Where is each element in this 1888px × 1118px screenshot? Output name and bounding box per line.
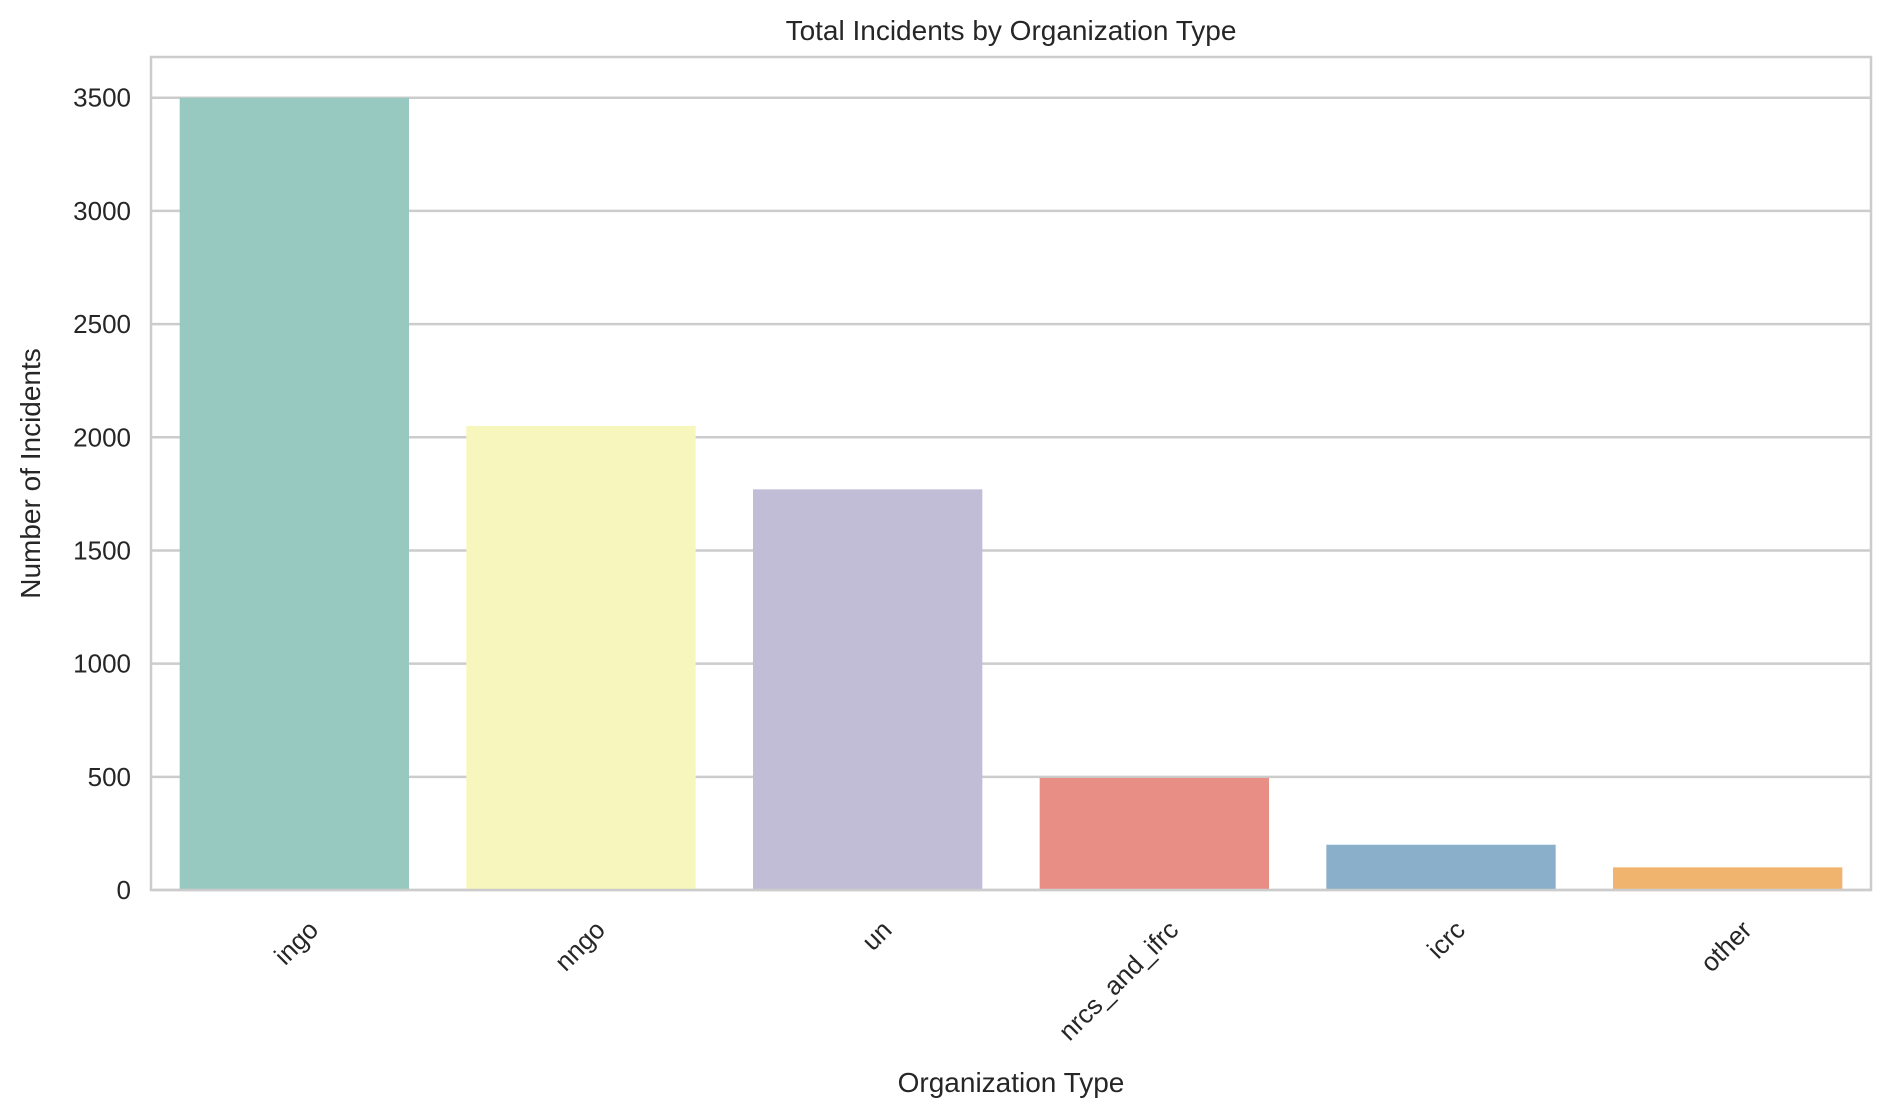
x-tick-label: nrcs_and_ifrc (1053, 915, 1185, 1047)
y-tick-label: 3500 (73, 83, 131, 113)
x-tick-label: icrc (1421, 915, 1471, 965)
y-tick-label: 2500 (73, 309, 131, 339)
x-tick-label: nngo (549, 915, 611, 977)
bars (179, 97, 1843, 890)
y-tick-label: 3000 (73, 196, 131, 226)
y-tick-label: 1000 (73, 649, 131, 679)
y-tick-label: 0 (117, 875, 131, 905)
bar-other (1613, 867, 1843, 890)
plot-frame (149, 55, 1873, 892)
x-tick-label: un (856, 915, 898, 957)
gridlines (151, 96, 1871, 892)
x-tick-label: other (1694, 914, 1757, 977)
x-axis-title: Organization Type (898, 1067, 1125, 1098)
bar-icrc (1326, 844, 1556, 890)
bar-nrcs_and_ifrc (1039, 777, 1269, 890)
y-axis-title: Number of Incidents (15, 348, 46, 599)
y-tick-labels: 0 500 1000 1500 2000 2500 3000 3500 (73, 83, 131, 905)
y-tick-label: 500 (88, 762, 131, 792)
bar-ingo (179, 97, 409, 890)
bar-nngo (466, 425, 696, 890)
chart-title: Total Incidents by Organization Type (786, 15, 1237, 46)
x-tick-label: ingo (268, 915, 324, 971)
y-tick-label: 1500 (73, 535, 131, 565)
x-tick-labels: ingo nngo un nrcs_and_ifrc icrc other (268, 914, 1758, 1046)
y-tick-label: 2000 (73, 422, 131, 452)
bar-un (753, 489, 983, 890)
